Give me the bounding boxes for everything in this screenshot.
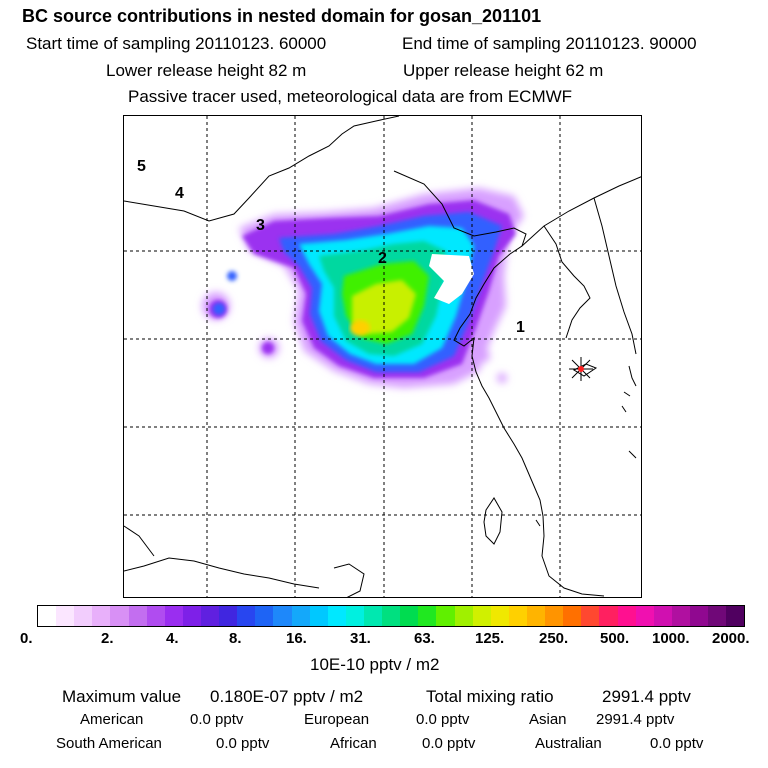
point-labels: 1 2 3 4 5 [137, 158, 525, 336]
colorbar-swatch [345, 606, 364, 626]
colorbar-swatch [38, 606, 57, 626]
plume-yellowgreen-layer [352, 280, 416, 334]
colorbar-swatch [508, 606, 527, 626]
colorbar-swatch [56, 606, 75, 626]
region-value-american: 0.0 pptv [190, 711, 244, 728]
colorbar-swatch [599, 606, 618, 626]
colorbar-swatch [200, 606, 220, 626]
region-name-american: American [80, 711, 144, 728]
colorbar-tick: 2. [101, 630, 114, 647]
region-value-south-american: 0.0 pptv [216, 735, 270, 752]
colorbar-swatch [291, 606, 310, 626]
colorbar-unit: 10E-10 pptv / m2 [310, 655, 440, 674]
upper-release-height: Upper release height 62 m [403, 61, 604, 80]
colorbar-swatch [92, 606, 111, 626]
max-value-label: Maximum value [62, 687, 182, 706]
colorbar-swatch [164, 606, 183, 626]
colorbar-swatch [454, 606, 473, 626]
colorbar-tick: 8. [229, 630, 242, 647]
colorbar-swatch [490, 606, 509, 626]
colorbar-swatch [74, 606, 93, 626]
colorbar-swatch [635, 606, 654, 626]
colorbar-swatch [545, 606, 564, 626]
colorbar-swatch [128, 606, 147, 626]
colorbar-swatch [146, 606, 165, 626]
colorbar-swatch [418, 606, 437, 626]
colorbar-swatch [653, 606, 672, 626]
colorbar-tick: 1000. [652, 630, 690, 647]
colorbar-swatch [581, 606, 600, 626]
map-canvas: 1 2 3 4 5 [124, 116, 641, 597]
colorbar-tick: 4. [166, 630, 179, 647]
source-contribution-map: 1 2 3 4 5 [123, 115, 642, 598]
gridlines [124, 116, 641, 597]
colorbar-tick: 0. [20, 630, 33, 647]
point-label-5: 5 [137, 158, 146, 175]
lower-release-height: Lower release height 82 m [106, 61, 307, 80]
station-marker [569, 357, 593, 381]
colorbar-tick: 31. [350, 630, 371, 647]
colorbar-swatch [382, 606, 401, 626]
point-label-4: 4 [175, 185, 184, 202]
colorbar-tick: 63. [414, 630, 435, 647]
tracer-info: Passive tracer used, meteorological data… [128, 87, 573, 106]
region-value-european: 0.0 pptv [416, 711, 470, 728]
colorbar-tick: 2000. [712, 630, 750, 647]
region-name-australian: Australian [535, 735, 602, 752]
colorbar-swatch [363, 606, 383, 626]
colorbar-swatch [273, 606, 292, 626]
start-time: Start time of sampling 20110123. 60000 [26, 34, 327, 53]
colorbar-swatch [436, 606, 455, 626]
point-label-2: 2 [378, 250, 387, 267]
coastlines [124, 116, 641, 597]
colorbar-tick: 125. [475, 630, 505, 647]
colorbar [37, 605, 745, 627]
colorbar-swatch [309, 606, 328, 626]
colorbar-tick: 250. [539, 630, 569, 647]
colorbar-swatch [671, 606, 690, 626]
colorbar-swatch [526, 606, 546, 626]
colorbar-swatch [472, 606, 491, 626]
concentration-plume [202, 188, 524, 388]
colorbar-swatch [708, 606, 727, 626]
region-value-african: 0.0 pptv [422, 735, 476, 752]
colorbar-swatch [726, 606, 745, 626]
colorbar-swatch [689, 606, 709, 626]
plume-yellow-layer [350, 320, 370, 336]
colorbar-swatch [617, 606, 636, 626]
colorbar-swatch [400, 606, 419, 626]
max-value: 0.180E-07 pptv / m2 [210, 687, 364, 706]
colorbar-swatch [237, 606, 256, 626]
region-name-european: European [304, 711, 370, 728]
colorbar-tick: 500. [600, 630, 630, 647]
point-label-3: 3 [256, 217, 265, 234]
colorbar-tick: 16. [286, 630, 307, 647]
total-mixing-label: Total mixing ratio [426, 687, 554, 706]
colorbar-swatch [110, 606, 129, 626]
plot-title: BC source contributions in nested domain… [22, 6, 542, 26]
colorbar-swatch [563, 606, 582, 626]
colorbar-swatch [327, 606, 346, 626]
colorbar-swatch [182, 606, 201, 626]
region-value-asian: 2991.4 pptv [596, 711, 675, 728]
point-label-1: 1 [516, 319, 525, 336]
colorbar-swatch [255, 606, 274, 626]
end-time: End time of sampling 20110123. 90000 [402, 34, 697, 53]
colorbar-swatch [219, 606, 238, 626]
region-name-african: African [330, 735, 377, 752]
total-mixing-value: 2991.4 pptv [602, 687, 691, 706]
region-value-australian: 0.0 pptv [650, 735, 704, 752]
clear-patch [429, 254, 474, 304]
region-name-south-american: South American [56, 735, 162, 752]
region-name-asian: Asian [529, 711, 567, 728]
